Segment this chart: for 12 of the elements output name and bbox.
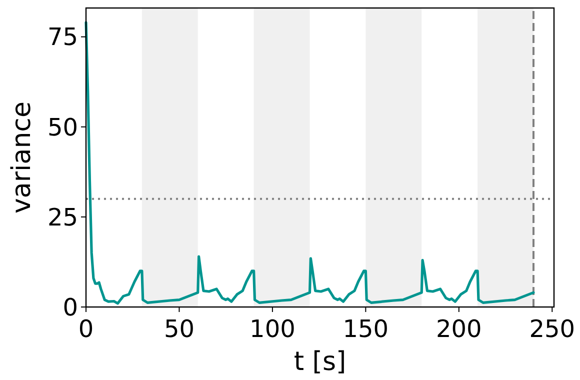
x-tick-label: 50 [164,315,194,343]
x-tick-label: 250 [529,315,576,343]
x-tick-label: 150 [342,315,389,343]
y-axis-title: variance [7,102,37,214]
y-tick-label: 0 [62,293,78,322]
x-tick-label: 100 [250,315,296,343]
y-tick-label: 75 [47,23,78,52]
y-tick-label: 25 [47,203,78,232]
x-axis-title: t [s] [294,347,346,377]
y-tick-label: 50 [47,113,78,142]
x-tick-label: 200 [436,315,482,343]
line-series [84,21,535,305]
